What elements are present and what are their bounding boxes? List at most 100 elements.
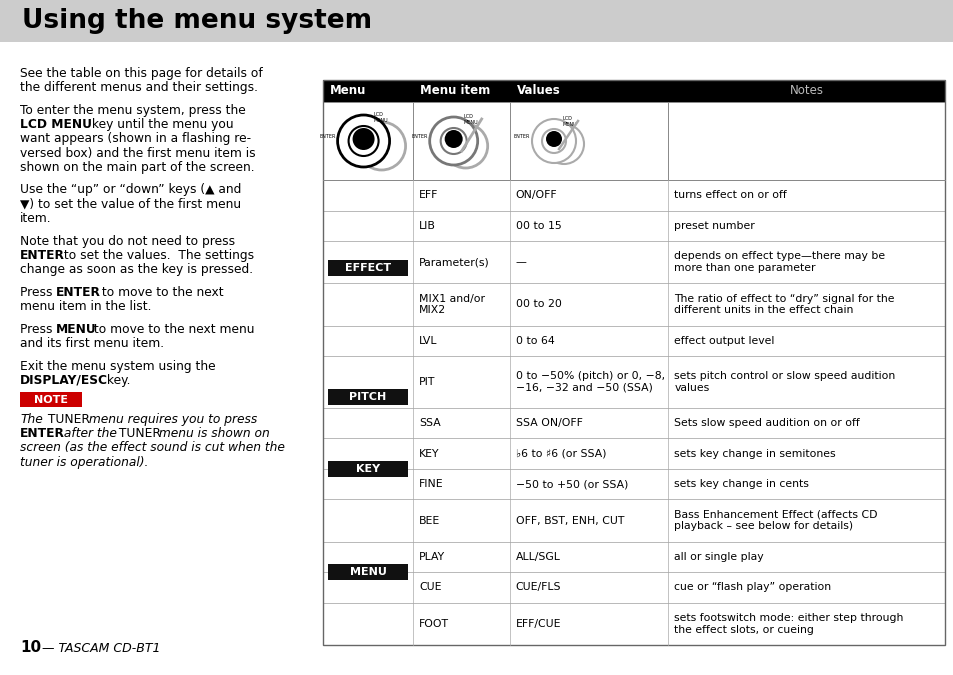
Text: menu item in the list.: menu item in the list. [20, 300, 152, 313]
Text: LVL: LVL [418, 336, 437, 346]
Bar [0, 0, 953, 42]
Text: and its first menu item.: and its first menu item. [20, 337, 164, 350]
Text: FINE: FINE [418, 479, 443, 489]
Text: See the table on this page for details of: See the table on this page for details o… [20, 67, 262, 80]
Text: KEY: KEY [355, 464, 379, 474]
Text: to move to the next: to move to the next [98, 286, 223, 298]
Text: to set the values.  The settings: to set the values. The settings [60, 249, 253, 262]
Text: Press: Press [20, 286, 56, 298]
Bar [323, 408, 944, 438]
Bar [323, 572, 944, 603]
Text: EFF/CUE: EFF/CUE [515, 619, 560, 629]
Bar [323, 541, 944, 572]
Text: all or single play: all or single play [674, 552, 763, 562]
Circle shape [353, 128, 375, 150]
Text: after the: after the [60, 427, 117, 440]
Text: to move to the next menu: to move to the next menu [90, 323, 254, 335]
Text: TUNER: TUNER [44, 413, 90, 426]
Circle shape [337, 115, 389, 167]
Bar [323, 211, 944, 241]
Text: shown on the main part of the screen.: shown on the main part of the screen. [20, 161, 254, 173]
Circle shape [440, 128, 466, 154]
Text: Bass Enhancement Effect (affects CD
playback – see below for details): Bass Enhancement Effect (affects CD play… [674, 510, 877, 531]
Circle shape [444, 130, 462, 148]
Bar [328, 389, 408, 405]
Bar [323, 500, 944, 541]
Text: NOTE: NOTE [34, 394, 68, 404]
Text: ENTER: ENTER [20, 249, 65, 262]
Bar [323, 284, 944, 325]
Text: preset number: preset number [674, 221, 754, 231]
Text: ENTER: ENTER [319, 134, 335, 140]
Text: item.: item. [20, 212, 51, 225]
Text: TUNER: TUNER [115, 427, 161, 440]
Text: DISPLAY/ESC: DISPLAY/ESC [20, 374, 108, 387]
Text: Exit the menu system using the: Exit the menu system using the [20, 360, 215, 373]
Bar [323, 80, 944, 102]
Text: 00 to 15: 00 to 15 [515, 221, 560, 231]
Bar [323, 325, 944, 356]
Text: ENTER: ENTER [411, 134, 427, 140]
Bar [323, 603, 944, 645]
Bar [323, 356, 944, 408]
Text: ▼) to set the value of the first menu: ▼) to set the value of the first menu [20, 198, 241, 211]
Text: depends on effect type—there may be
more than one parameter: depends on effect type—there may be more… [674, 251, 884, 273]
Text: Sets slow speed audition on or off: Sets slow speed audition on or off [674, 418, 859, 428]
Circle shape [429, 117, 477, 165]
Text: LCD
MENU: LCD MENU [463, 114, 477, 125]
Text: The ratio of effect to “dry” signal for the
different units in the effect chain: The ratio of effect to “dry” signal for … [674, 294, 894, 315]
Circle shape [541, 129, 565, 153]
Bar [20, 392, 82, 407]
Text: SSA: SSA [418, 418, 440, 428]
Text: the different menus and their settings.: the different menus and their settings. [20, 81, 257, 95]
Bar [323, 80, 944, 645]
Text: SSA ON/OFF: SSA ON/OFF [515, 418, 582, 428]
Bar [328, 260, 408, 276]
Text: LCD
MENU: LCD MENU [374, 112, 388, 123]
Text: —: — [515, 257, 526, 267]
Text: 0 to 64: 0 to 64 [515, 336, 554, 346]
Text: EFFECT: EFFECT [345, 263, 391, 273]
Text: Menu item: Menu item [419, 84, 490, 97]
Text: The: The [20, 413, 43, 426]
Text: BEE: BEE [418, 516, 440, 526]
Text: LCD
MENU: LCD MENU [561, 116, 576, 127]
Text: Press: Press [20, 323, 56, 335]
Text: screen (as the effect sound is cut when the: screen (as the effect sound is cut when … [20, 441, 285, 454]
Text: Parameter(s): Parameter(s) [418, 257, 490, 267]
Text: Use the “up” or “down” keys (▲ and: Use the “up” or “down” keys (▲ and [20, 184, 241, 196]
Bar [328, 461, 408, 477]
Text: sets pitch control or slow speed audition
values: sets pitch control or slow speed auditio… [674, 371, 895, 393]
Text: Menu: Menu [330, 84, 366, 97]
Text: ENTER: ENTER [20, 427, 65, 440]
Text: FOOT: FOOT [418, 619, 449, 629]
Bar [323, 241, 944, 284]
Text: MENU: MENU [350, 567, 386, 577]
Text: — TASCAM CD-BT1: — TASCAM CD-BT1 [38, 642, 160, 655]
Text: ON/OFF: ON/OFF [515, 190, 557, 200]
Text: 10: 10 [20, 640, 41, 655]
Text: PITCH: PITCH [349, 392, 386, 402]
Text: versed box) and the first menu item is: versed box) and the first menu item is [20, 146, 255, 159]
Text: Values: Values [517, 84, 559, 97]
Text: Using the menu system: Using the menu system [22, 8, 372, 34]
Circle shape [532, 119, 576, 163]
Text: OFF, BST, ENH, CUT: OFF, BST, ENH, CUT [515, 516, 623, 526]
Text: 00 to 20: 00 to 20 [515, 300, 561, 309]
Text: change as soon as the key is pressed.: change as soon as the key is pressed. [20, 263, 253, 276]
Bar [323, 180, 944, 211]
Text: sets key change in semitones: sets key change in semitones [674, 449, 835, 458]
Text: CUE: CUE [418, 583, 441, 593]
Text: ALL/SGL: ALL/SGL [515, 552, 559, 562]
Text: want appears (shown in a flashing re-: want appears (shown in a flashing re- [20, 132, 251, 145]
Text: 0 to −50% (pitch) or 0, −8,
−16, −32 and −50 (SSA): 0 to −50% (pitch) or 0, −8, −16, −32 and… [515, 371, 664, 393]
Text: ENTER: ENTER [513, 134, 530, 140]
Text: PIT: PIT [418, 377, 436, 387]
Text: key.: key. [103, 374, 131, 387]
Text: EFF: EFF [418, 190, 438, 200]
Circle shape [348, 126, 378, 156]
Bar [323, 102, 944, 180]
Text: CUE/FLS: CUE/FLS [515, 583, 560, 593]
Text: KEY: KEY [418, 449, 439, 458]
Text: MENU: MENU [56, 323, 96, 335]
